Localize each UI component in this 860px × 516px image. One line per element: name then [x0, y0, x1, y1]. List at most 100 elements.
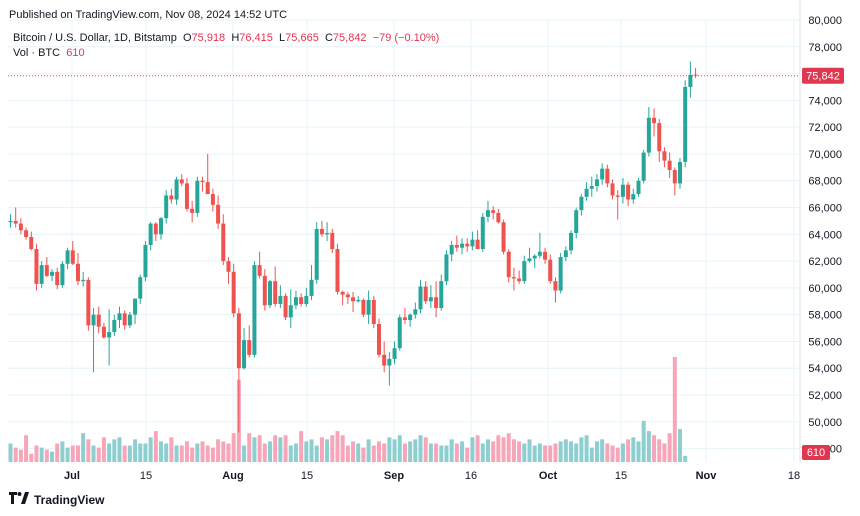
candle: [34, 243, 39, 291]
volume-legend[interactable]: Vol · BTC 610: [13, 47, 85, 60]
candle-body: [574, 210, 579, 233]
candle-body: [24, 230, 29, 237]
candle: [200, 176, 205, 192]
candle: [133, 298, 138, 325]
candle: [491, 206, 496, 220]
candle: [434, 281, 439, 318]
candle-body: [485, 210, 490, 217]
candle: [107, 309, 112, 366]
volume-bar: [491, 441, 496, 462]
candle-body: [501, 222, 506, 252]
volume-bar: [423, 437, 428, 462]
volume-tag: 610: [802, 445, 830, 460]
candle-body: [75, 263, 80, 282]
candle-body: [299, 297, 304, 304]
candle-body: [335, 249, 340, 292]
high-value: 76,415: [239, 32, 273, 44]
candle: [70, 241, 75, 266]
candle-body: [340, 291, 345, 295]
candle-body: [18, 223, 23, 231]
volume-bar: [205, 445, 210, 462]
volume-bar: [662, 443, 667, 462]
candle-body: [465, 243, 470, 247]
candle: [340, 290, 345, 306]
candle-body: [304, 295, 309, 304]
candle-body: [226, 261, 231, 272]
candle-body: [164, 195, 169, 219]
candle: [470, 231, 475, 251]
close-label: C: [324, 32, 333, 44]
volume-bar: [190, 447, 195, 462]
volume-bar: [615, 447, 620, 462]
symbol-name[interactable]: Bitcoin / U.S. Dollar, 1D, Bitstamp: [13, 32, 177, 44]
volume-bar: [55, 443, 60, 462]
candle: [641, 149, 646, 184]
volume-bars: [8, 357, 688, 462]
candle: [153, 222, 158, 241]
volume-bar: [179, 445, 184, 462]
volume-bar: [257, 435, 262, 462]
volume-bar: [387, 437, 392, 462]
candle: [480, 212, 485, 252]
candle-body: [55, 271, 60, 286]
volume-bar: [418, 435, 423, 462]
candle-body: [330, 232, 335, 250]
time-axis[interactable]: Jul 15 Aug 15 Sep 16 Oct 15 Nov 18: [64, 470, 800, 482]
candle: [81, 271, 86, 287]
volume-bar: [231, 433, 236, 462]
candle: [657, 119, 662, 162]
volume-bar: [678, 429, 683, 462]
open-value: 75,918: [191, 32, 226, 44]
volume-bar: [470, 437, 475, 462]
candle-body: [397, 317, 402, 349]
candle-body: [548, 259, 553, 282]
candle-body: [273, 281, 278, 304]
candle: [112, 314, 117, 337]
candle-body: [153, 223, 158, 235]
symbol-legend[interactable]: Bitcoin / U.S. Dollar, 1D, Bitstamp O75,…: [13, 32, 439, 45]
volume-bar: [70, 445, 75, 462]
candle: [101, 322, 106, 339]
candle: [662, 147, 667, 168]
candle: [293, 290, 298, 310]
volume-bar: [18, 449, 23, 462]
candle-body: [444, 254, 449, 282]
volume-bar: [631, 437, 636, 462]
open-label: O: [182, 32, 192, 44]
volume-bar: [579, 437, 584, 462]
volume-bar: [351, 441, 356, 462]
candle-body: [345, 294, 350, 298]
candle: [231, 263, 236, 318]
candle: [314, 222, 319, 284]
tradingview-brand[interactable]: TradingView: [9, 492, 104, 507]
volume-bar: [511, 439, 516, 462]
candle-body: [434, 297, 439, 308]
candle-body: [589, 186, 594, 189]
candle-body: [402, 317, 407, 321]
volume-bar: [304, 441, 309, 462]
candle: [553, 277, 558, 303]
candle-body: [537, 251, 542, 256]
volume-bar: [527, 439, 532, 462]
candle: [543, 247, 548, 264]
candle: [605, 164, 610, 188]
volume-bar: [325, 439, 330, 462]
candle: [345, 291, 350, 304]
volume-bar: [288, 445, 293, 462]
candle-body: [86, 279, 91, 326]
candle-body: [428, 297, 433, 302]
candle: [579, 194, 584, 216]
candle: [449, 241, 454, 262]
volume-bar: [356, 443, 361, 462]
candle: [262, 269, 267, 311]
candle-body: [382, 354, 387, 366]
candle: [205, 153, 210, 195]
candle: [548, 254, 553, 284]
candle: [610, 179, 615, 200]
candle: [216, 195, 221, 229]
candle-body: [169, 195, 174, 200]
candle-body: [594, 179, 599, 187]
volume-bar: [584, 435, 589, 462]
candle-body: [70, 250, 75, 264]
